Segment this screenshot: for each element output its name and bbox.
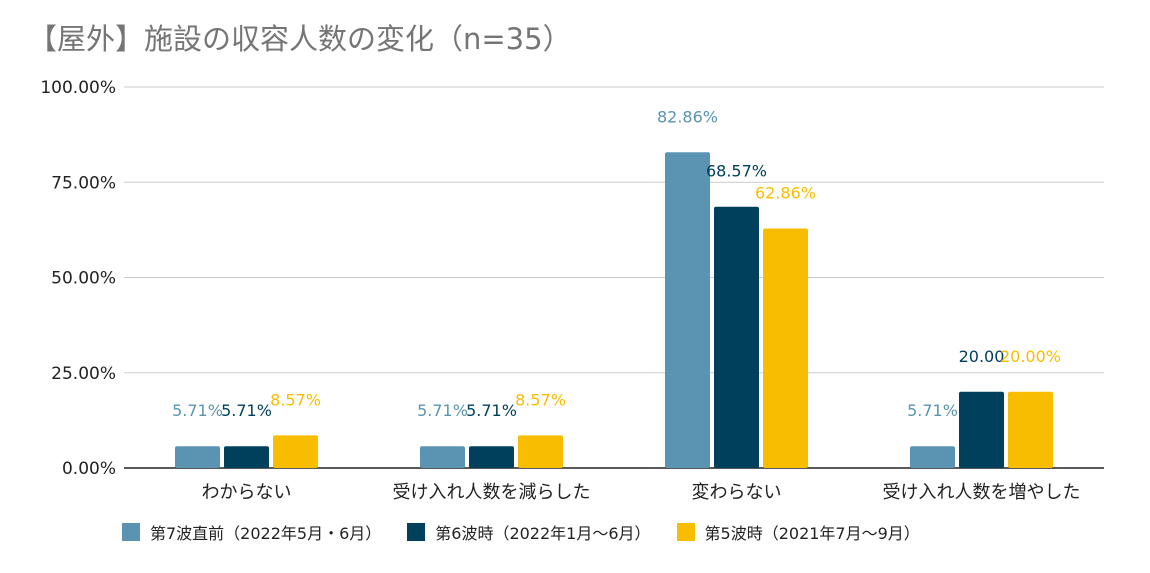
- legend-item-series-1: 第7波直前（2022年5月・6月）: [122, 520, 381, 544]
- data-label: 5.71%: [221, 401, 272, 420]
- data-label: 5.71%: [466, 401, 517, 420]
- bar: [273, 435, 318, 468]
- x-tick-label: 変わらない: [692, 482, 782, 503]
- legend-item-series-2: 第6波時（2022年1月〜6月）: [407, 520, 650, 544]
- legend-label-series-2: 第6波時（2022年1月〜6月）: [435, 520, 650, 544]
- data-label: 5.71%: [172, 401, 223, 420]
- legend-label-series-1: 第7波直前（2022年5月・6月）: [150, 520, 381, 544]
- legend-swatch-series-2: [407, 523, 425, 541]
- bar: [1008, 392, 1053, 468]
- legend: 第7波直前（2022年5月・6月） 第6波時（2022年1月〜6月） 第5波時（…: [122, 520, 920, 544]
- y-tick-label: 75.00%: [51, 173, 116, 193]
- data-label: 62.86%: [755, 184, 816, 203]
- data-label: 20.00%: [1000, 347, 1061, 366]
- y-tick-label: 0.00%: [62, 459, 116, 479]
- y-tick-label: 100.00%: [40, 78, 116, 98]
- bar: [763, 229, 808, 468]
- bar: [175, 446, 220, 468]
- x-tick-label: 受け入れ人数を増やした: [883, 482, 1081, 503]
- legend-swatch-series-3: [677, 523, 695, 541]
- bar: [714, 207, 759, 468]
- bar: [518, 435, 563, 468]
- bar: [665, 152, 710, 468]
- bar: [469, 446, 514, 468]
- data-label: 8.57%: [515, 390, 566, 409]
- data-label: 5.71%: [907, 401, 958, 420]
- x-tick-label: 受け入れ人数を減らした: [393, 482, 591, 503]
- bar: [910, 446, 955, 468]
- data-label: 82.86%: [657, 107, 718, 126]
- bar: [420, 446, 465, 468]
- legend-item-series-3: 第5波時（2021年7月〜9月）: [677, 520, 920, 544]
- data-label: 68.57%: [706, 162, 767, 181]
- bar: [224, 446, 269, 468]
- x-tick-label: わからない: [202, 482, 292, 503]
- data-label: 5.71%: [417, 401, 468, 420]
- data-label: 20.00: [959, 347, 1005, 366]
- bar: [959, 392, 1004, 468]
- bar-chart: 0.00%25.00%50.00%75.00%100.00%5.71%5.71%…: [0, 0, 1150, 510]
- legend-label-series-3: 第5波時（2021年7月〜9月）: [705, 520, 920, 544]
- y-tick-label: 25.00%: [51, 364, 116, 384]
- data-label: 8.57%: [270, 390, 321, 409]
- y-tick-label: 50.00%: [51, 269, 116, 289]
- legend-swatch-series-1: [122, 523, 140, 541]
